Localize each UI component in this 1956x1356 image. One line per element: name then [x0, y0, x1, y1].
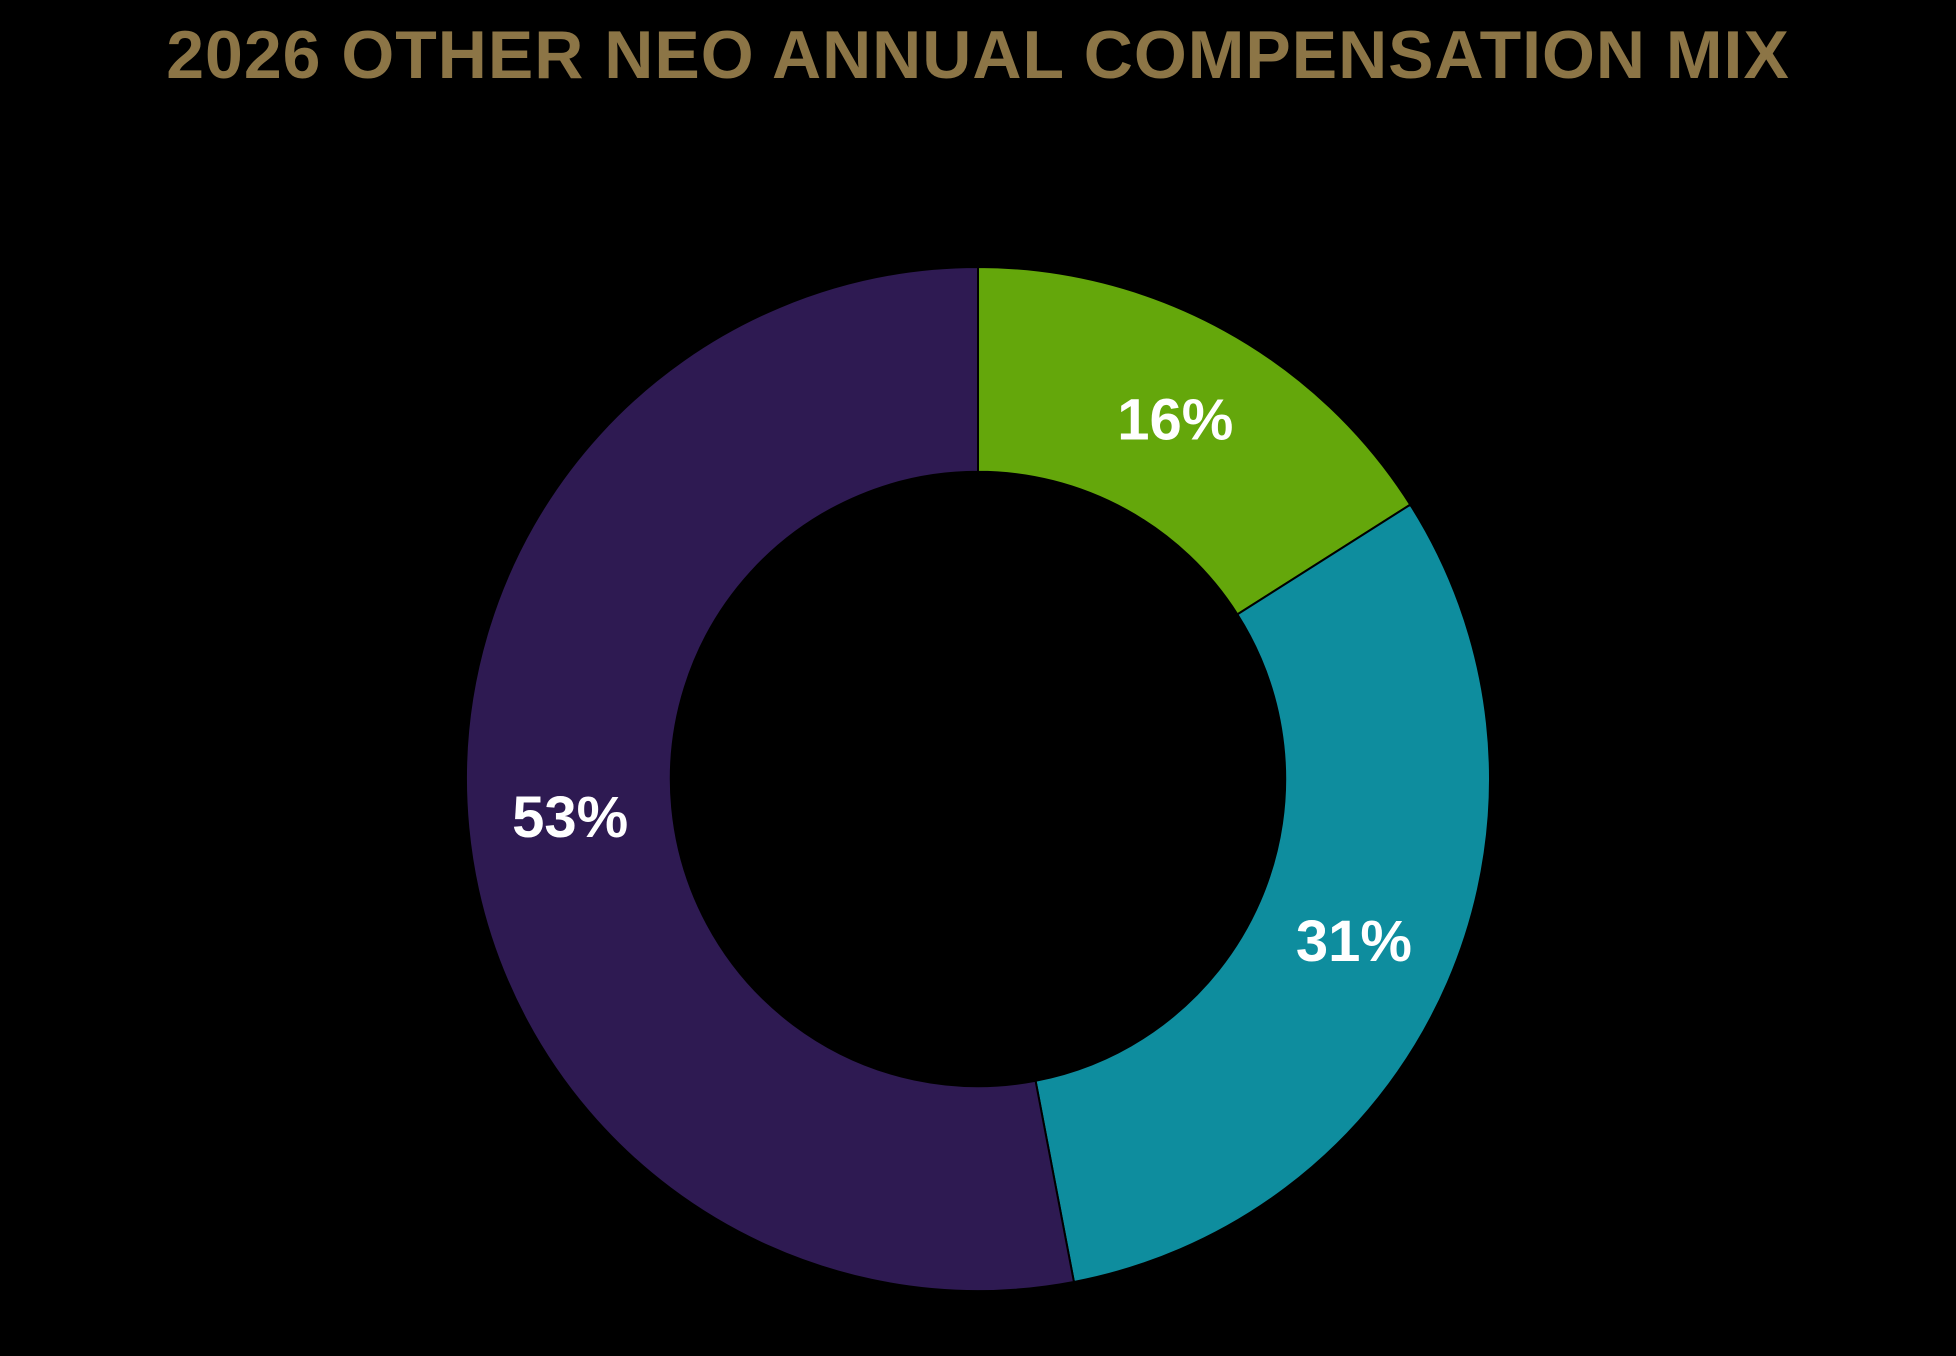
- slice-label: 16%: [1117, 388, 1233, 453]
- donut-slice: [977, 265, 1412, 616]
- slice-label: 31%: [1296, 909, 1412, 974]
- donut-slice: [464, 265, 1076, 1292]
- donut-slice: [1034, 503, 1491, 1284]
- slice-label: 53%: [512, 785, 628, 850]
- chart-title: 2026 OTHER NEO ANNUAL COMPENSATION MIX: [166, 17, 1790, 93]
